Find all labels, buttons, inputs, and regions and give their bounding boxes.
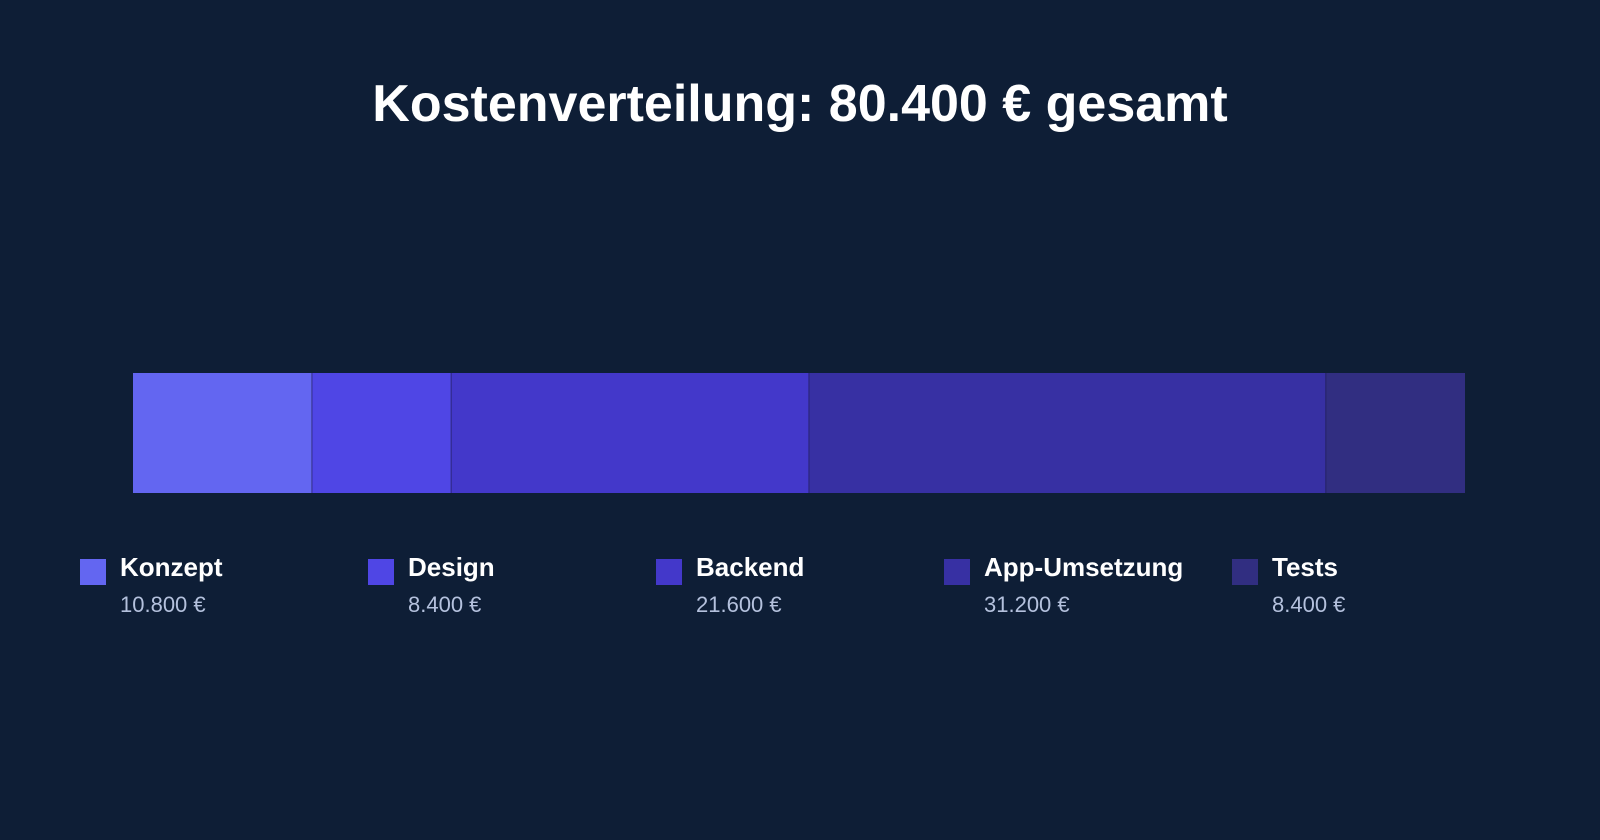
legend-label: Backend — [696, 552, 805, 582]
chart-title: Kostenverteilung: 80.400 € gesamt — [372, 75, 1228, 133]
stacked-bar — [133, 373, 1465, 493]
legend-swatch — [1232, 559, 1258, 585]
bar-segment-design — [311, 373, 452, 493]
legend-swatch — [656, 559, 682, 585]
bar-segment-app-umsetzung — [808, 373, 1326, 493]
legend-label: Tests — [1272, 552, 1338, 582]
legend-value: 8.400 € — [1272, 592, 1346, 617]
legend-item-app-umsetzung: App-Umsetzung 31.200 € — [944, 552, 1232, 632]
legend-item-tests: Tests 8.400 € — [1232, 552, 1520, 632]
legend-label: App-Umsetzung — [984, 552, 1184, 582]
legend-item-design: Design 8.400 € — [368, 552, 656, 632]
legend-swatch — [368, 559, 394, 585]
legend-value: 8.400 € — [408, 592, 482, 617]
bar-segment-backend — [451, 373, 809, 493]
bar-segment-konzept — [133, 373, 312, 493]
legend-value: 10.800 € — [120, 592, 206, 617]
legend: Konzept 10.800 € Design 8.400 € Backend 21.60… — [80, 552, 1520, 632]
legend-label: Konzept — [120, 552, 223, 582]
bar-segment-tests — [1325, 373, 1465, 493]
legend-item-backend: Backend 21.600 € — [656, 552, 944, 632]
legend-value: 21.600 € — [696, 592, 782, 617]
legend-item-konzept: Konzept 10.800 € — [80, 552, 368, 632]
legend-swatch — [80, 559, 106, 585]
legend-value: 31.200 € — [984, 592, 1070, 617]
legend-label: Design — [408, 552, 495, 582]
legend-swatch — [944, 559, 970, 585]
